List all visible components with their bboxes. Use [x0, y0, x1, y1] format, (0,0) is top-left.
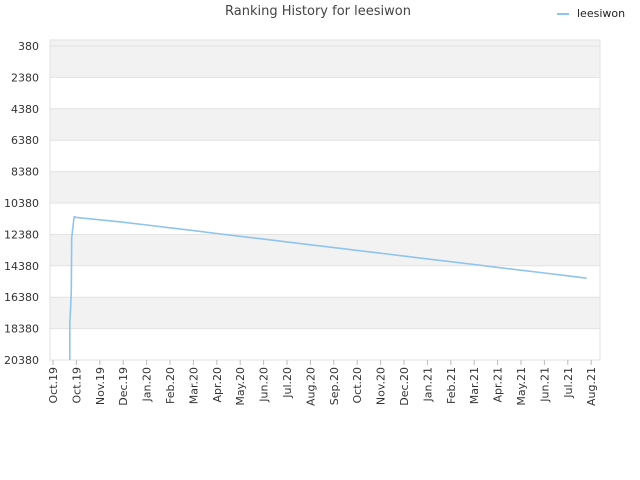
grid-bands	[50, 40, 600, 360]
plot-border	[49, 39, 601, 361]
x-tick-label: Dec.19	[117, 367, 130, 406]
grid-band	[50, 46, 600, 78]
y-tick-label: 20380	[4, 354, 39, 367]
y-tick-label: 2380	[11, 71, 39, 84]
grid-band	[50, 297, 600, 329]
grid-lines	[49, 39, 601, 361]
y-tick-label: 10380	[4, 197, 39, 210]
y-tick-label: 14380	[4, 260, 39, 273]
x-tick-label: Dec.20	[398, 367, 411, 406]
x-tick-label: Jul.20	[281, 367, 294, 399]
y-tick-label: 18380	[4, 323, 39, 336]
x-axis-ticks	[52, 360, 592, 365]
y-tick-label: 6380	[11, 134, 39, 147]
x-tick-label: Sep.20	[328, 367, 341, 405]
x-tick-label: Jun.20	[258, 367, 271, 403]
x-tick-label: Nov.19	[94, 367, 107, 405]
x-tick-label: May.20	[234, 367, 247, 406]
legend-line-swatch	[557, 13, 569, 15]
x-tick-label: Aug.20	[304, 367, 317, 406]
x-tick-label: Apr.21	[492, 367, 505, 403]
x-tick-label: Feb.21	[445, 367, 458, 404]
grid-band	[50, 108, 600, 141]
grid-band	[50, 171, 600, 203]
x-tick-label: Apr.20	[211, 367, 224, 403]
x-tick-label: May.21	[515, 367, 528, 406]
x-tick-label: Mar.21	[468, 367, 481, 404]
x-axis-tick-labels: Oct.19 Oct.19 Nov.19 Dec.19 Jan.20 Feb.20 Mar.…	[47, 367, 598, 406]
x-tick-label: Feb.20	[164, 367, 177, 404]
grid-band	[50, 40, 600, 46]
y-tick-label: 12380	[4, 228, 39, 241]
x-tick-label: Oct.19	[47, 367, 60, 404]
x-tick-label: Oct.19	[70, 367, 83, 404]
series-layer	[69, 215, 587, 360]
x-tick-label: Oct.20	[351, 367, 364, 404]
x-tick-label: Jan.20	[141, 367, 154, 402]
chart-title: Ranking History for leesiwon	[225, 4, 411, 19]
y-tick-label: 8380	[11, 166, 39, 179]
y-tick-label: 380	[18, 40, 39, 53]
x-tick-label: Jun.21	[538, 367, 551, 403]
y-tick-label: 4380	[11, 103, 39, 116]
x-tick-label: Aug.21	[585, 367, 598, 406]
x-tick-label: Jul.21	[562, 367, 575, 399]
x-tick-label: Nov.20	[375, 367, 388, 405]
legend[interactable]: leesiwon	[557, 6, 625, 20]
y-axis-tick-labels: 380 2380 4380 6380 8380 10380 12380 14380 16380 1…	[4, 40, 39, 367]
legend-label: leesiwon	[577, 6, 626, 20]
grid-band	[50, 234, 600, 266]
series-line-leesiwon	[69, 215, 587, 360]
x-tick-label: Mar.20	[187, 367, 200, 404]
y-tick-label: 16380	[4, 291, 39, 304]
x-tick-label: Jan.21	[421, 367, 434, 402]
